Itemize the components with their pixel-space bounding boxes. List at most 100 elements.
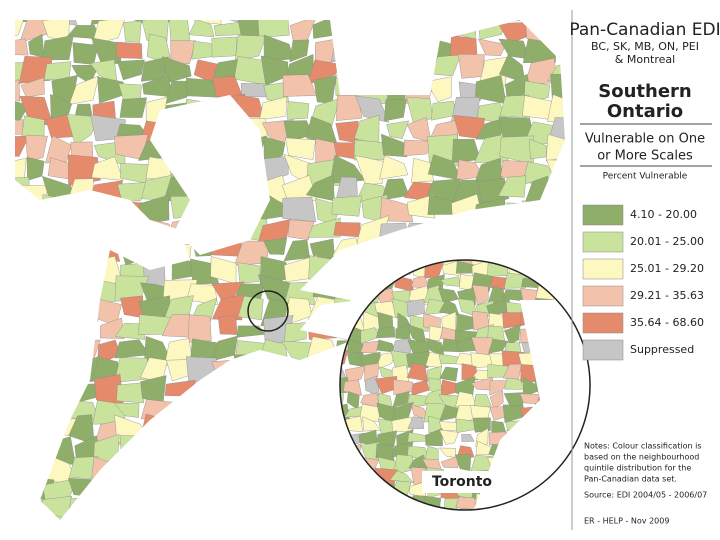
map-region (259, 96, 288, 121)
region-title: Ontario (607, 101, 683, 122)
map-region (188, 397, 222, 425)
map-region (340, 261, 346, 279)
map-region (283, 239, 310, 262)
map-region (379, 155, 409, 180)
map-region (522, 496, 554, 520)
map-region (407, 20, 437, 44)
map-region (211, 293, 244, 321)
map-region (235, 455, 269, 477)
map-region (74, 214, 94, 243)
map-region (450, 219, 484, 244)
map-region (340, 454, 346, 475)
map-region (519, 506, 542, 510)
map-region (48, 356, 76, 386)
map-region (472, 417, 491, 433)
map-region (66, 318, 95, 341)
map-region (67, 234, 93, 264)
map-region (375, 508, 392, 510)
map-region (498, 518, 528, 520)
map-region (308, 462, 343, 485)
map-region (440, 455, 459, 468)
map-region (439, 429, 459, 445)
map-region (501, 244, 533, 267)
map-region (311, 416, 338, 439)
map-region (455, 496, 477, 510)
map-region (340, 429, 347, 449)
map-region (310, 515, 336, 520)
map-region (354, 155, 385, 185)
map-region (287, 101, 310, 120)
map-region (211, 36, 238, 58)
map-region (306, 59, 342, 86)
map-region (143, 217, 173, 243)
map-region (355, 53, 383, 85)
map-region (91, 20, 126, 46)
map-region (504, 324, 521, 345)
map-region (162, 499, 196, 520)
map-region (258, 379, 291, 405)
map-region (187, 437, 214, 465)
map-region (15, 38, 29, 56)
legend-label: 4.10 - 20.00 (630, 208, 697, 221)
map-region (284, 322, 307, 344)
map-region (479, 20, 510, 24)
legend-label: 25.01 - 29.20 (630, 262, 704, 275)
map-region (439, 366, 459, 382)
map-region (170, 40, 197, 65)
map-region (259, 20, 292, 23)
measure-title: or More Scales (597, 149, 693, 164)
map-region (15, 217, 28, 239)
map-region (260, 497, 294, 520)
map-region (550, 519, 565, 520)
map-region (315, 438, 337, 466)
map-region (68, 0, 96, 19)
map-region (506, 202, 534, 220)
map-region (115, 41, 143, 59)
map-region (166, 359, 194, 382)
map-region (283, 4, 309, 14)
map-region (383, 35, 413, 64)
measure-title: Vulnerable on One (585, 132, 705, 147)
map-region (97, 199, 123, 226)
map-region (196, 498, 214, 520)
map-region (116, 521, 144, 540)
map-region (554, 260, 568, 279)
source: Source: EDI 2004/05 - 2006/07 (584, 491, 707, 500)
map-region (212, 335, 238, 362)
map-region (211, 359, 239, 385)
map-region (68, 154, 101, 187)
map-region (48, 336, 68, 366)
map-region (286, 401, 315, 422)
map-region (426, 76, 452, 103)
map-region (138, 457, 171, 486)
map-region (521, 200, 557, 224)
map-region (343, 260, 367, 278)
map-region (380, 133, 412, 158)
map-region (188, 20, 215, 38)
map-region (379, 492, 395, 510)
map-region (234, 394, 269, 426)
map-region (374, 260, 394, 277)
map-region (355, 256, 387, 286)
map-region (461, 434, 475, 442)
map-region (190, 456, 215, 484)
map-region (119, 435, 142, 461)
map-region (378, 222, 411, 246)
map-region (18, 55, 53, 84)
map-region (332, 20, 363, 36)
legend-swatch (582, 339, 624, 361)
map-region (51, 75, 78, 105)
map-region (167, 477, 189, 499)
map-region (188, 20, 222, 25)
map-region (212, 376, 243, 402)
map-region (141, 499, 172, 520)
map-region (42, 215, 73, 243)
map-region (331, 278, 362, 298)
map-region (66, 114, 100, 146)
map-region (441, 311, 457, 332)
legend-label: 20.01 - 25.00 (630, 235, 704, 248)
map-region (261, 434, 286, 462)
map-region (521, 514, 553, 520)
map-region (164, 434, 199, 463)
